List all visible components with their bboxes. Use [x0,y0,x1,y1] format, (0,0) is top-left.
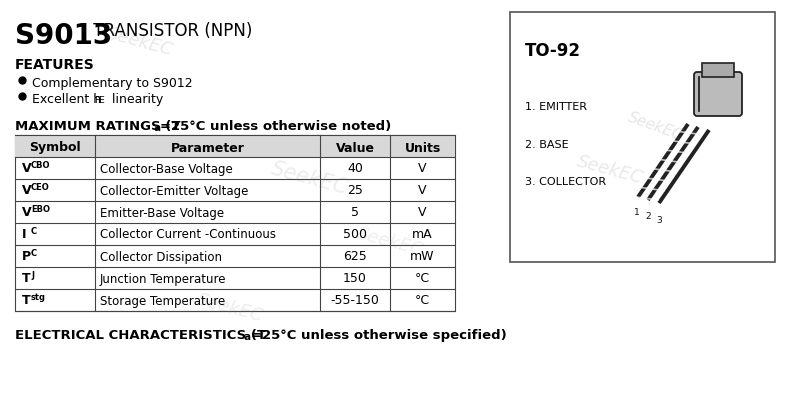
Text: SeekEC: SeekEC [105,25,175,60]
Text: stg: stg [31,293,46,303]
Text: Collector-Base Voltage: Collector-Base Voltage [100,162,233,175]
Text: ELECTRICAL CHARACTERISTICS (T: ELECTRICAL CHARACTERISTICS (T [15,329,266,342]
Text: =25°C unless otherwise noted): =25°C unless otherwise noted) [160,120,391,133]
Text: Junction Temperature: Junction Temperature [100,272,227,285]
Text: SeekEC: SeekEC [269,158,351,198]
Text: Value: Value [336,141,374,154]
Text: °C: °C [415,272,430,285]
Text: Symbol: Symbol [29,141,81,154]
Text: Units: Units [404,141,441,154]
Text: Collector Current -Continuous: Collector Current -Continuous [100,229,276,241]
Text: C: C [31,228,37,237]
Text: V: V [418,185,427,197]
Bar [15,135,455,157]
Text: FEATURES: FEATURES [15,58,95,72]
Text: 150: 150 [343,272,367,285]
Text: CBO: CBO [31,162,51,170]
Text: V: V [418,162,427,175]
Text: SeekEC: SeekEC [626,110,685,144]
Text: TO-92: TO-92 [525,42,581,60]
Text: EBO: EBO [31,206,50,214]
Text: =25°C unless otherwise specified): =25°C unless otherwise specified) [251,329,506,342]
Text: 3: 3 [656,216,662,225]
Text: TRANSISTOR (NPN): TRANSISTOR (NPN) [88,22,252,40]
Text: C: C [31,249,37,258]
Text: -55-150: -55-150 [330,295,379,307]
Text: 2: 2 [645,212,651,221]
Bar [702,63,734,77]
Text: SeekEC: SeekEC [575,152,645,187]
Text: T: T [22,295,31,307]
Bar [696,78,706,110]
Text: CEO: CEO [31,183,50,193]
Text: P: P [22,251,31,264]
Text: 25: 25 [347,185,363,197]
Text: V: V [418,206,427,220]
Text: 1: 1 [634,208,640,217]
Text: SeekEC: SeekEC [355,224,425,260]
Text: mA: mA [412,229,433,241]
Text: 3. COLLECTOR: 3. COLLECTOR [525,177,606,187]
Text: a: a [153,123,160,133]
FancyBboxPatch shape [694,72,742,116]
Text: FE: FE [94,96,105,105]
Text: Collector-Emitter Voltage: Collector-Emitter Voltage [100,185,248,197]
Text: 500: 500 [343,229,367,241]
Text: Complementary to S9012: Complementary to S9012 [32,77,193,90]
Text: a: a [244,332,251,342]
Text: 625: 625 [343,251,367,264]
Text: MAXIMUM RATINGS (T: MAXIMUM RATINGS (T [15,120,180,133]
Text: Emitter-Base Voltage: Emitter-Base Voltage [100,206,224,220]
Text: V: V [22,185,32,197]
Text: Parameter: Parameter [171,141,244,154]
Text: J: J [31,272,34,280]
Text: S9013: S9013 [15,22,112,50]
Text: SeekEC: SeekEC [195,291,265,326]
Text: °C: °C [415,295,430,307]
Text: 2. BASE: 2. BASE [525,140,569,150]
Text: V: V [22,206,32,220]
Text: Storage Temperature: Storage Temperature [100,295,225,307]
Text: Excellent h: Excellent h [32,93,101,106]
Text: T: T [22,272,31,285]
Bar [510,12,775,262]
Bar [15,135,455,311]
Text: linearity: linearity [108,93,164,106]
Text: Collector Dissipation: Collector Dissipation [100,251,222,264]
Text: mW: mW [410,251,434,264]
Text: 5: 5 [351,206,359,220]
Text: 40: 40 [347,162,363,175]
Text: 1. EMITTER: 1. EMITTER [525,102,587,112]
Text: I: I [22,229,27,241]
Text: V: V [22,162,32,175]
